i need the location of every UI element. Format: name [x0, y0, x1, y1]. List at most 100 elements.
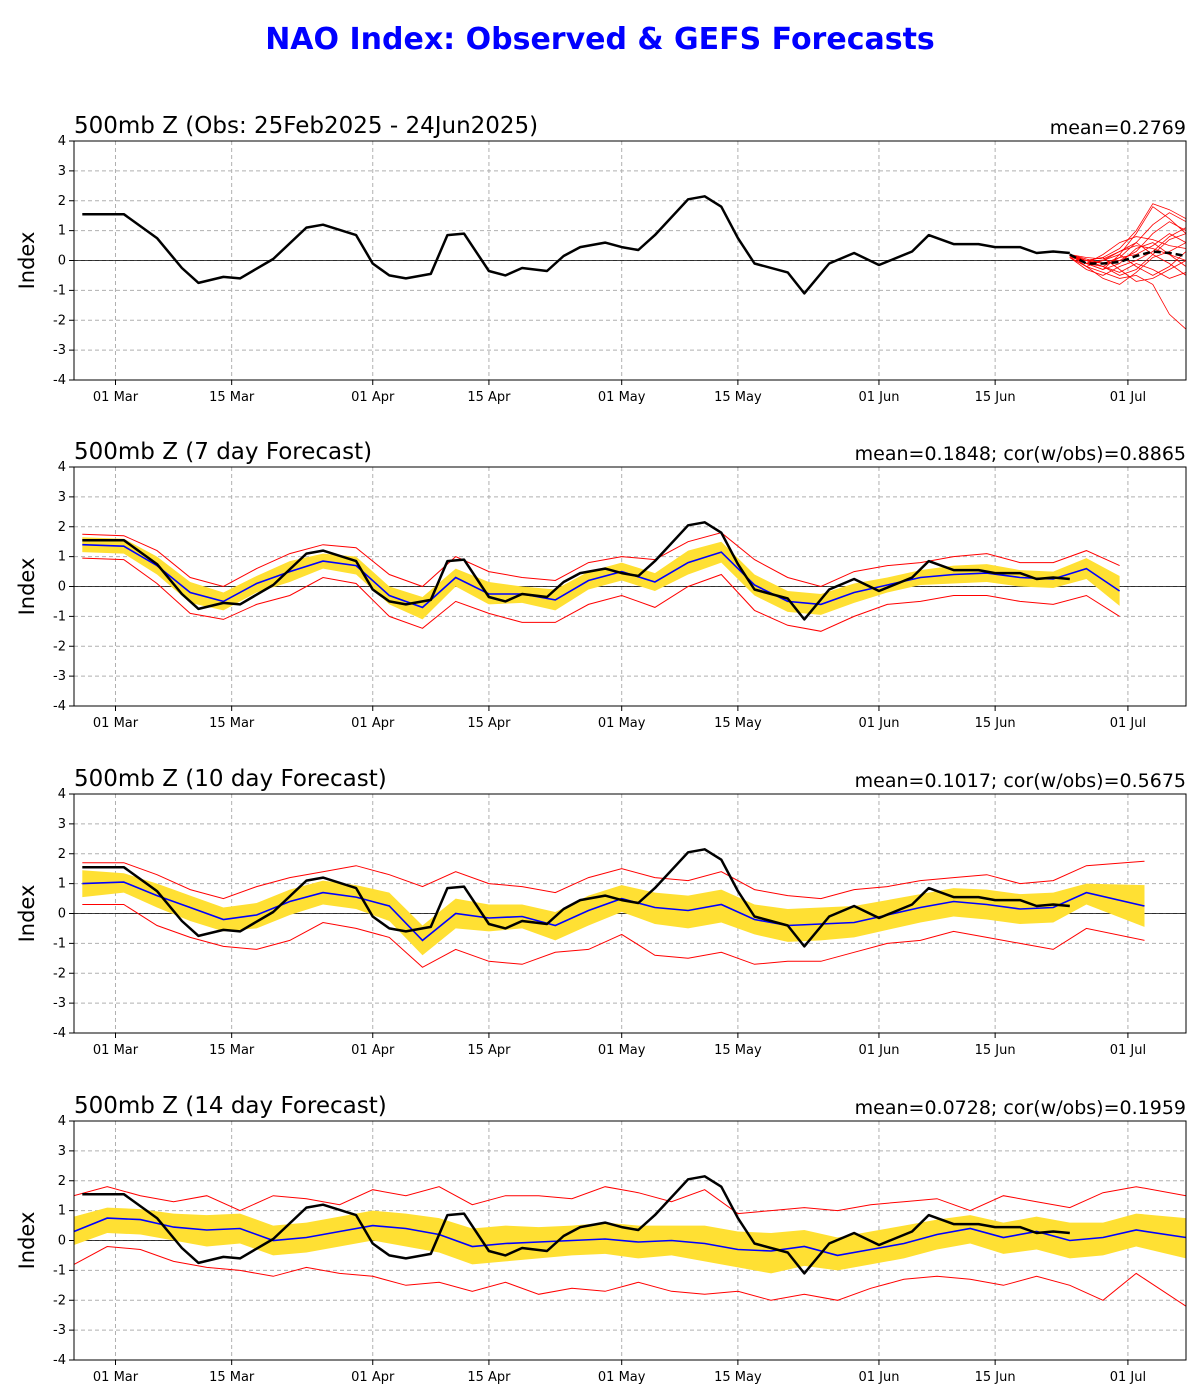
- chart-4-ytick-label: 0: [58, 1234, 66, 1249]
- chart-4-forecast-mean-line: [74, 1217, 1186, 1257]
- chart-2-ytick-label: 3: [58, 490, 66, 505]
- chart-3-ytick-label: 4: [58, 787, 66, 802]
- chart-3-lower-bound-line: [82, 904, 1145, 968]
- chart-2-observed-line: [82, 521, 1070, 621]
- chart-2-xtick-label: 01 Jun: [858, 716, 899, 731]
- page-title: NAO Index: Observed & GEFS Forecasts: [265, 22, 935, 57]
- chart-3-ytick-label: 1: [58, 877, 66, 892]
- chart-4-xtick-label: 01 Jun: [858, 1370, 899, 1385]
- chart-3-observed-line: [82, 848, 1070, 948]
- chart-3-plot-area: [82, 848, 1145, 968]
- chart-4-plot-area: [74, 1175, 1186, 1307]
- chart-1-xtick-label: 15 Mar: [209, 390, 255, 405]
- chart-3: -4 -3 -2 -1 0 1 2 3 4 01 Mar 15 Mar 01 Apr 15 Apr 01 …: [15, 766, 1187, 1058]
- chart-4: -4 -3 -2 -1 0 1 2 3 4 01 Mar 15 Mar 01 Apr 15 Apr 01 …: [15, 1093, 1187, 1385]
- chart-2-ytick-label: 0: [58, 580, 66, 595]
- chart-1-ensemble-member-3: [1069, 257, 1186, 330]
- chart-4-xtick-label: 15 Mar: [209, 1370, 255, 1385]
- chart-4-xtick-label: 15 Jun: [975, 1370, 1016, 1385]
- chart-1-ytick-label: 4: [58, 134, 66, 149]
- chart-1: -4 -3 -2 -1 0 1 2 3 4 01 Mar 15 Mar 01 Apr 15 Apr 01 …: [15, 113, 1187, 405]
- chart-3-xtick-label: 15 Mar: [209, 1043, 255, 1058]
- chart-2-xtick-label: 15 Apr: [467, 716, 511, 731]
- chart-1-ytick-label: 0: [58, 254, 66, 269]
- chart-2-title: 500mb Z (7 day Forecast): [74, 439, 372, 465]
- chart-2-ytick-label: -3: [53, 669, 66, 684]
- chart-2-plot-area: [82, 521, 1121, 632]
- chart-1-ytick-label: -1: [53, 283, 66, 298]
- chart-1-ytick-label: 1: [58, 224, 66, 239]
- chart-4-ytick-label: 4: [58, 1114, 66, 1129]
- chart-1-ylabel: Index: [15, 232, 39, 290]
- chart-3-ytick-label: -2: [53, 966, 66, 981]
- chart-3-upper-bound-line: [82, 860, 1145, 900]
- chart-4-ytick-label: -3: [53, 1323, 66, 1338]
- chart-3-ytick-label: 3: [58, 817, 66, 832]
- chart-4-xtick-label: 15 May: [714, 1370, 762, 1385]
- chart-1-xtick-label: 01 May: [598, 390, 646, 405]
- chart-4-xtick-label: 15 Apr: [467, 1370, 511, 1385]
- chart-3-stats: mean=0.1017; cor(w/obs)=0.5675: [855, 770, 1186, 792]
- chart-1-stats: mean=0.2769: [1050, 117, 1186, 139]
- chart-1-observed-line: [82, 195, 1070, 295]
- chart-1-xtick-label: 01 Mar: [93, 390, 139, 405]
- chart-3-ytick-label: 0: [58, 907, 66, 922]
- chart-1-plot-area: [82, 195, 1186, 330]
- chart-2-lower-bound-line: [82, 557, 1120, 632]
- chart-1-ensemble-member-16: [1069, 233, 1186, 264]
- chart-3-xtick-label: 01 Mar: [93, 1043, 139, 1058]
- chart-1-xtick-label: 15 Apr: [467, 390, 511, 405]
- chart-2-ytick-label: 1: [58, 550, 66, 565]
- chart-2-ytick-label: 4: [58, 460, 66, 475]
- chart-3-ytick-label: -1: [53, 936, 66, 951]
- chart-1-ytick-label: -2: [53, 313, 66, 328]
- chart-2-xtick-label: 15 May: [714, 716, 762, 731]
- chart-4-xtick-label: 01 Jul: [1110, 1370, 1146, 1385]
- chart-3-ytick-label: -3: [53, 996, 66, 1011]
- chart-2-ytick-label: -2: [53, 639, 66, 654]
- chart-4-ytick-label: -1: [53, 1263, 66, 1278]
- chart-2-xtick-label: 01 Jul: [1110, 716, 1146, 731]
- chart-3-ytick-label: -4: [53, 1026, 66, 1041]
- chart-4-ytick-label: 2: [58, 1174, 66, 1189]
- chart-2-upper-bound-line: [82, 532, 1120, 588]
- chart-1-ensemble-member-15: [1069, 242, 1186, 276]
- chart-3-xtick-label: 01 May: [598, 1043, 646, 1058]
- chart-2-stats: mean=0.1848; cor(w/obs)=0.8865: [855, 443, 1186, 465]
- chart-1-ensemble-mean-line: [1069, 250, 1186, 265]
- chart-2-xtick-label: 15 Mar: [209, 716, 255, 731]
- chart-3-xtick-label: 01 Jun: [858, 1043, 899, 1058]
- chart-2-ylabel: Index: [15, 558, 39, 616]
- chart-2-ytick-label: -4: [53, 699, 66, 714]
- chart-3-spread-band: [82, 870, 1145, 956]
- chart-1-ensemble-member-14: [1069, 233, 1186, 276]
- chart-4-ytick-label: -2: [53, 1293, 66, 1308]
- chart-4-observed-line: [82, 1175, 1070, 1275]
- chart-3-title: 500mb Z (10 day Forecast): [74, 766, 387, 792]
- chart-1-xtick-label: 15 Jun: [975, 390, 1016, 405]
- chart-3-xtick-label: 15 May: [714, 1043, 762, 1058]
- chart-4-title: 500mb Z (14 day Forecast): [74, 1093, 387, 1119]
- chart-4-lower-bound-line: [74, 1245, 1186, 1307]
- chart-3-forecast-mean-line: [82, 881, 1145, 942]
- chart-2-xtick-label: 01 Mar: [93, 716, 139, 731]
- chart-2-xtick-label: 15 Jun: [975, 716, 1016, 731]
- chart-3-xtick-label: 15 Jun: [975, 1043, 1016, 1058]
- chart-1-ensemble-member-5: [1069, 227, 1186, 276]
- chart-4-ytick-label: -4: [53, 1353, 66, 1368]
- chart-3-xtick-label: 01 Apr: [351, 1043, 395, 1058]
- chart-2-ytick-label: -1: [53, 609, 66, 624]
- chart-1-xtick-label: 15 May: [714, 390, 762, 405]
- chart-1-ytick-label: 3: [58, 164, 66, 179]
- chart-3-ytick-label: 2: [58, 847, 66, 862]
- chart-4-xtick-label: 01 May: [598, 1370, 646, 1385]
- chart-4-ylabel: Index: [15, 1212, 39, 1270]
- chart-1-ytick-label: -3: [53, 343, 66, 358]
- chart-1-xtick-label: 01 Jun: [858, 390, 899, 405]
- chart-4-ytick-label: 3: [58, 1144, 66, 1159]
- chart-4-xtick-label: 01 Mar: [93, 1370, 139, 1385]
- chart-2-ytick-label: 2: [58, 520, 66, 535]
- chart-4-xtick-label: 01 Apr: [351, 1370, 395, 1385]
- chart-2-forecast-mean-line: [82, 543, 1121, 609]
